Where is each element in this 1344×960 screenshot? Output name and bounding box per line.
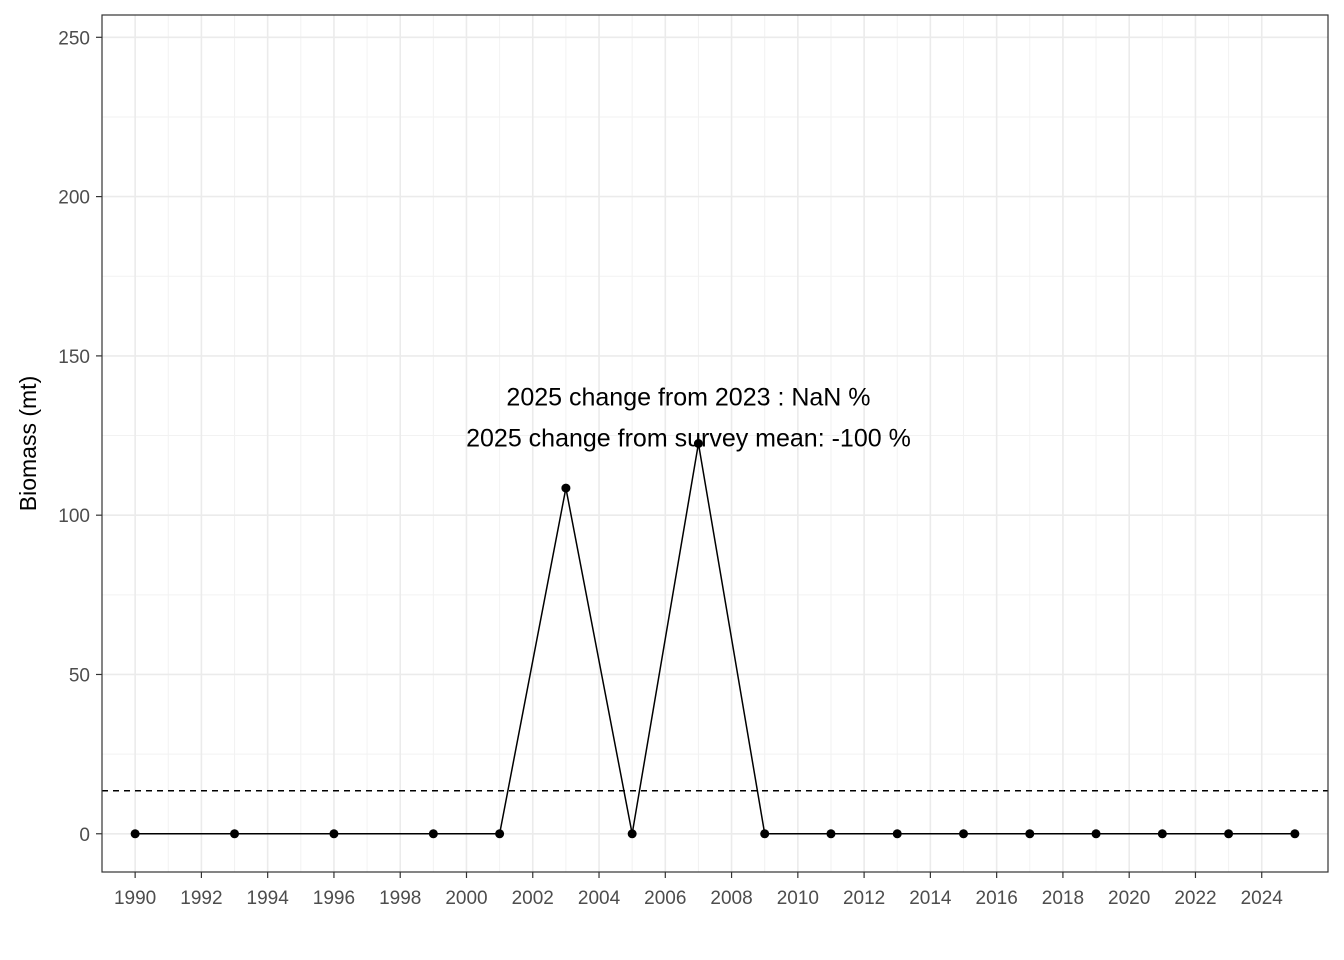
data-point-1996 <box>329 829 339 839</box>
biomass-line <box>135 443 1295 835</box>
y-tick-label: 250 <box>58 28 90 49</box>
data-point-1990 <box>130 829 140 839</box>
x-tick-label: 2020 <box>1108 888 1150 909</box>
data-point-2005 <box>627 829 637 839</box>
data-point-2017 <box>1025 829 1035 839</box>
panel-border <box>101 14 1329 873</box>
data-point-2013 <box>892 829 902 839</box>
data-point-2001 <box>495 829 505 839</box>
x-tick-label: 2010 <box>777 888 819 909</box>
y-axis: 0 50 100 150 200 250 <box>58 28 102 846</box>
x-tick-label: 2022 <box>1174 888 1216 909</box>
data-point-2003 <box>561 483 571 493</box>
x-tick-label: 2006 <box>644 888 686 909</box>
biomass-points <box>130 439 1300 839</box>
data-point-2011 <box>826 829 836 839</box>
y-tick-label: 0 <box>79 825 90 846</box>
data-point-1993 <box>230 829 240 839</box>
annotation-text-1: 2025 change from 2023 : NaN % <box>506 383 870 411</box>
y-tick-label: 100 <box>58 506 90 527</box>
data-point-2025 <box>1290 829 1300 839</box>
data-point-1999 <box>428 829 438 839</box>
data-point-2023 <box>1224 829 1234 839</box>
x-tick-label: 2004 <box>578 888 621 909</box>
x-tick-label: 2016 <box>976 888 1018 909</box>
x-tick-label: 2008 <box>710 888 752 909</box>
data-point-2007 <box>693 439 703 448</box>
x-tick-label: 1996 <box>313 888 355 909</box>
x-tick-label: 2014 <box>909 888 952 909</box>
y-tick-label: 200 <box>58 188 90 209</box>
x-tick-label: 1998 <box>379 888 421 909</box>
x-tick-label: 2024 <box>1241 888 1284 909</box>
y-tick-label: 150 <box>58 347 90 368</box>
annotations: 2025 change from 2023 : NaN % 2025 change… <box>466 383 911 452</box>
x-tick-label: 1994 <box>247 888 290 909</box>
x-tick-label: 2000 <box>445 888 487 909</box>
y-tick-label: 50 <box>69 665 90 686</box>
y-axis-title: Biomass (mt) <box>15 376 41 511</box>
data-point-2021 <box>1157 829 1167 839</box>
data-point-2009 <box>760 829 770 839</box>
annotation-text-2: 2025 change from survey mean: -100 % <box>466 425 911 453</box>
x-tick-label: 1992 <box>180 888 222 909</box>
biomass-series <box>135 443 1295 835</box>
data-point-2019 <box>1091 829 1101 839</box>
x-axis: 1990 1992 1994 1996 1998 2000 2002 2004 2006 2008… <box>114 872 1283 909</box>
minor-gridlines <box>102 15 1328 872</box>
x-tick-label: 2002 <box>512 888 554 909</box>
x-tick-label: 2012 <box>843 888 885 909</box>
x-tick-label: 2018 <box>1042 888 1084 909</box>
data-point-2015 <box>959 829 969 839</box>
x-tick-label: 1990 <box>114 888 156 909</box>
